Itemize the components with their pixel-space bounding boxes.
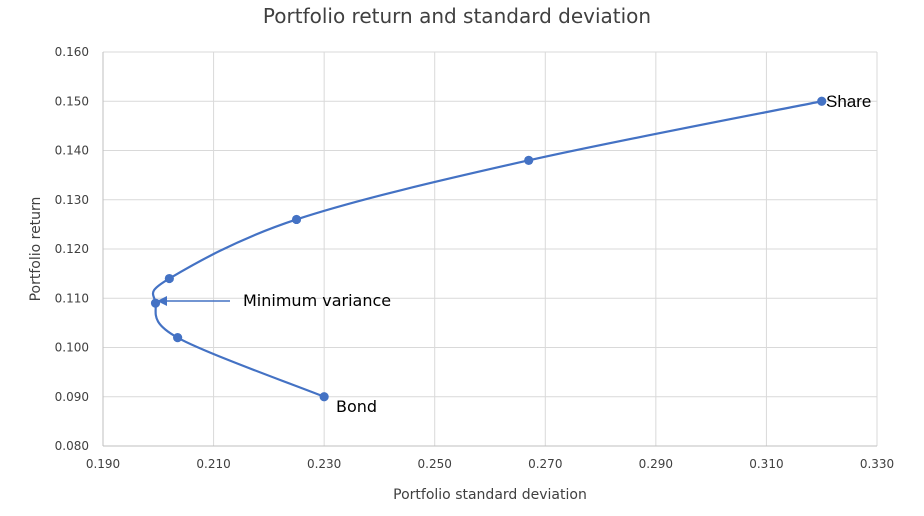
x-tick-label: 0.290 [639, 457, 673, 471]
tick-labels: 0.190 0.210 0.230 0.250 0.270 0.290 0.310 0.330… [55, 45, 895, 471]
data-point [150, 298, 161, 308]
y-tick-label: 0.140 [55, 144, 89, 158]
data-point [164, 273, 174, 284]
x-tick-label: 0.230 [307, 457, 341, 471]
y-tick-label: 0.100 [55, 341, 89, 355]
data-point [817, 96, 827, 106]
x-axis-title: Portfolio standard deviation [393, 487, 587, 503]
chart-title: Portfolio return and standard deviation [263, 4, 651, 28]
y-axis-title: Portfolio return [28, 197, 44, 302]
y-tick-label: 0.160 [55, 45, 89, 59]
y-tick-label: 0.150 [55, 94, 89, 108]
data-point [291, 214, 302, 225]
data-point [319, 392, 329, 402]
bond-label: Bond [336, 397, 377, 416]
data-point [173, 333, 183, 343]
x-tick-label: 0.270 [528, 457, 562, 471]
series-frontier [150, 96, 827, 402]
x-tick-label: 0.210 [196, 457, 230, 471]
x-tick-label: 0.190 [86, 457, 120, 471]
axes [102, 52, 877, 447]
y-tick-label: 0.130 [55, 193, 89, 207]
x-tick-label: 0.330 [860, 457, 894, 471]
data-point [524, 155, 534, 165]
y-tick-label: 0.110 [55, 291, 89, 305]
grid [102, 51, 878, 447]
x-tick-label: 0.310 [749, 457, 783, 471]
y-tick-label: 0.090 [55, 390, 89, 404]
y-tick-label: 0.120 [55, 242, 89, 256]
minimum-variance-label: Minimum variance [243, 291, 391, 310]
y-tick-label: 0.080 [55, 439, 89, 453]
share-label: Share [826, 92, 871, 111]
x-tick-label: 0.250 [418, 457, 452, 471]
